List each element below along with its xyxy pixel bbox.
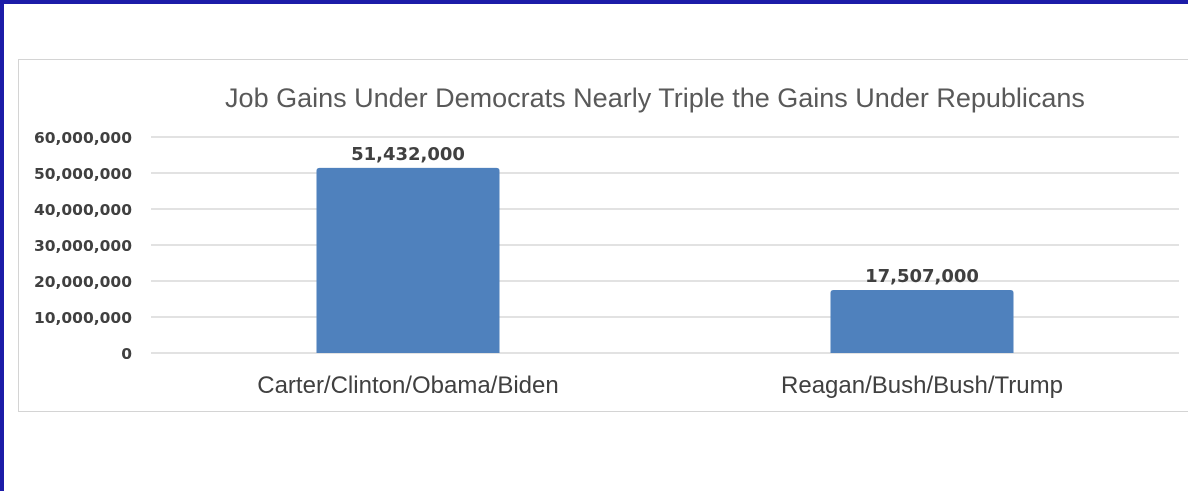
x-axis-ticks: Carter/Clinton/Obama/Biden Reagan/Bush/Bu… <box>257 372 1063 399</box>
x-tick-label: Reagan/Bush/Bush/Trump <box>781 372 1063 399</box>
bar <box>830 289 1014 353</box>
y-tick-label: 10,000,000 <box>34 309 132 327</box>
gridlines <box>151 136 1179 354</box>
y-tick-label: 40,000,000 <box>34 201 132 219</box>
chart-title: Job Gains Under Democrats Nearly Triple … <box>225 83 1085 113</box>
data-label: 51,432,000 <box>351 144 465 165</box>
y-tick-label: 50,000,000 <box>34 165 132 183</box>
y-axis-ticks: 0 10,000,000 20,000,000 30,000,000 40,000,00… <box>34 129 132 363</box>
job-gains-chart: Job Gains Under Democrats Nearly Triple … <box>34 83 1179 399</box>
bar <box>316 167 500 353</box>
y-tick-label: 0 <box>121 345 132 363</box>
data-labels: 51,432,000 17,507,000 <box>351 144 979 287</box>
data-label: 17,507,000 <box>865 266 979 287</box>
x-tick-label: Carter/Clinton/Obama/Biden <box>257 372 558 399</box>
y-tick-label: 20,000,000 <box>34 273 132 291</box>
y-tick-label: 30,000,000 <box>34 237 132 255</box>
bars <box>316 167 1014 353</box>
y-tick-label: 60,000,000 <box>34 129 132 147</box>
